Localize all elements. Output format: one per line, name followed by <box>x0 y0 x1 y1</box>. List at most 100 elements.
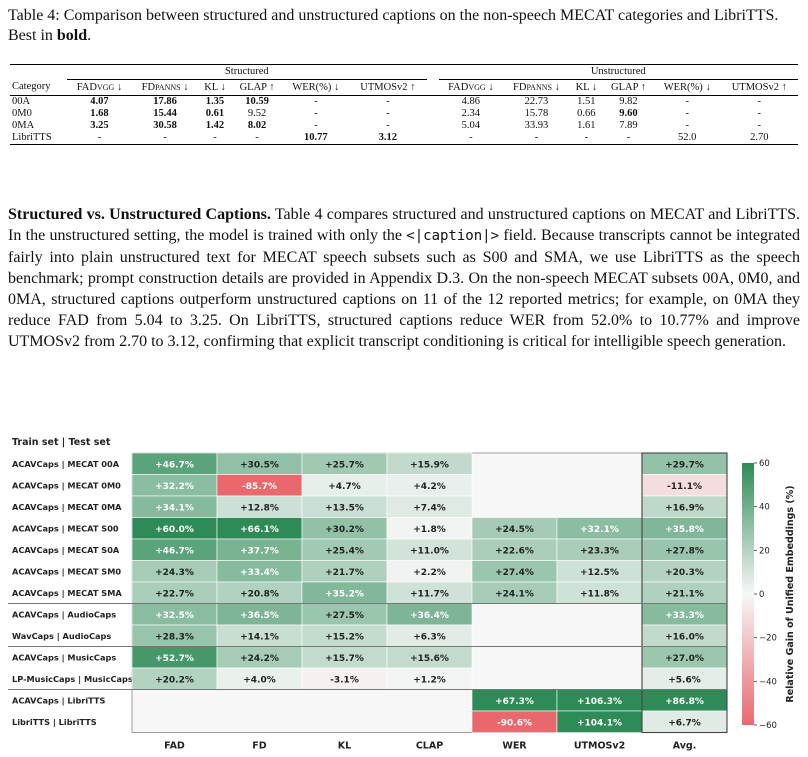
metric-name: GLAP <box>610 81 639 93</box>
structured-cell: 30.58 <box>153 120 177 131</box>
colorbar-tick-label: 40 <box>759 503 770 513</box>
row-label: LibriTTS | LibriTTS <box>12 717 97 727</box>
cell-value: +22.7% <box>155 589 194 599</box>
cell-value: +15.6% <box>410 654 449 664</box>
row-label: ACAVCaps | MECAT 0MA <box>12 502 122 512</box>
colorbar <box>742 463 754 725</box>
comparison-table: Structured Unstructured Category FADVGG … <box>10 64 798 145</box>
unstructured-cell: 1.51 <box>577 96 596 107</box>
cell-value: +30.2% <box>325 525 364 535</box>
unstructured-cell: 9.82 <box>619 96 638 107</box>
cell-value: +25.4% <box>325 546 364 556</box>
structured-cell: - <box>386 120 390 131</box>
table-header-row: Category FADVGG ↓ FDPANNS ↓ KL ↓ GLAP ↑ WER(… <box>10 79 798 96</box>
structured-cell: 17.86 <box>153 96 177 107</box>
row-label: WavCaps | AudioCaps <box>12 631 111 641</box>
cell-value: +22.6% <box>495 546 534 556</box>
metric-subscript: VGG <box>468 82 486 92</box>
unstructured-header-3: GLAP ↑ <box>603 79 654 96</box>
metric-direction-arrow: ↓ <box>589 81 598 93</box>
cell-value: +27.8% <box>665 546 704 556</box>
table-row: 0M0 1.68 15.44 0.61 9.52 - - 2.34 15.78 0.66 9.60 -… <box>10 108 798 120</box>
cell-value: +24.1% <box>495 589 534 599</box>
cell-value: +20.2% <box>155 675 194 685</box>
structured-cell: - <box>231 132 283 145</box>
metric-direction-arrow: ↑ <box>778 81 787 93</box>
column-label: CLAP <box>416 741 443 752</box>
cell-value: +52.7% <box>155 654 194 664</box>
paragraph-code-token: <|caption|> <box>406 228 499 244</box>
unstructured-cell: 1.61 <box>577 120 596 131</box>
table-caption: Table 4: Comparison between structured a… <box>8 6 800 46</box>
cell-value: +11.8% <box>580 589 619 599</box>
row-category: LibriTTS <box>10 132 68 145</box>
metric-direction-arrow: ↓ <box>114 81 123 93</box>
metric-direction-arrow: ↓ <box>331 81 340 93</box>
row-label: ACAVCaps | LibriTTS <box>12 695 106 705</box>
cell-gap <box>427 120 439 132</box>
unstructured-cell: - <box>603 132 654 145</box>
row-label: ACAVCaps | MECAT SMA <box>12 588 122 598</box>
cell-value: +23.3% <box>580 546 619 556</box>
unstructured-cell: 9.60 <box>619 108 638 119</box>
group-empty <box>10 64 68 80</box>
metric-name: UTMOSv2 <box>731 81 779 93</box>
unstructured-cell: 2.70 <box>720 132 798 145</box>
unstructured-header-5: UTMOSv2 ↑ <box>720 79 798 96</box>
metric-name: KL <box>575 81 590 93</box>
colorbar-tick-label: 60 <box>759 459 770 469</box>
cell-value: +27.5% <box>325 611 364 621</box>
unstructured-cell: - <box>757 108 762 119</box>
metric-subscript: PANNS <box>526 82 552 92</box>
unstructured-header-4: WER(%) ↓ <box>653 79 721 96</box>
cell-value: +33.3% <box>665 611 704 621</box>
cell-value: +5.6% <box>668 675 701 685</box>
table-body: 00A 4.07 17.86 1.35 10.59- -4.86 22.73 1.51 9.82… <box>10 96 798 145</box>
cell-value: +30.5% <box>240 460 279 470</box>
metric-direction-arrow: ↑ <box>266 81 275 93</box>
metric-direction-arrow: ↓ <box>551 81 560 93</box>
column-label: FAD <box>164 741 185 752</box>
row-labels: ACAVCaps | MECAT 00A ACAVCaps | MECAT 0M0… <box>12 459 133 727</box>
unstructured-header-0: FADVGG ↓ <box>438 79 504 96</box>
structured-cell: 10.77 <box>282 132 350 145</box>
row-label: ACAVCaps | MECAT S0A <box>12 545 120 555</box>
cell-value: +16.9% <box>665 503 704 513</box>
metric-name: WER(%) <box>663 81 703 93</box>
cell-value: +12.8% <box>240 503 279 513</box>
cell-value: +25.7% <box>325 460 364 470</box>
column-label: Avg. <box>673 741 697 752</box>
cell-value: +7.4% <box>413 503 446 513</box>
cell-value: +1.2% <box>413 675 446 685</box>
cell-value: +13.5% <box>325 503 364 513</box>
column-labels: FAD FD KL CLAP WER UTMOSv2 Avg. <box>164 741 696 752</box>
metric-direction-arrow: ↓ <box>702 81 711 93</box>
body-paragraph: Structured vs. Unstructured Captions. Ta… <box>8 204 800 352</box>
metric-direction-arrow: ↓ <box>217 81 226 93</box>
structured-header-4: WER(%) ↓ <box>282 79 350 96</box>
cell-value: +46.7% <box>155 460 194 470</box>
unstructured-header-2: KL ↓ <box>569 79 603 96</box>
colorbar-ticks: 60 40 20 0 −20 −40 −60 <box>754 459 777 731</box>
group-structured: Structured <box>67 64 427 80</box>
cell-value: +35.2% <box>325 589 364 599</box>
unstructured-cell: 4.86 <box>461 96 481 107</box>
cell-value: +24.5% <box>495 525 534 535</box>
unstructured-cell: 22.73 <box>524 96 549 107</box>
row-label: LP-MusicCaps | MusicCaps <box>12 674 133 684</box>
cell-value: +32.5% <box>155 611 194 621</box>
row-label: ACAVCaps | MECAT SM0 <box>12 566 121 576</box>
structured-cell: - <box>198 132 232 145</box>
row-label: ACAVCaps | AudioCaps <box>12 609 116 619</box>
group-unstructured: Unstructured <box>438 64 798 80</box>
cell-value: +33.4% <box>240 568 279 578</box>
structured-cell: 8.02 <box>247 120 267 131</box>
cell-value: +37.7% <box>240 546 279 556</box>
row-label: ACAVCaps | MECAT 0M0 <box>12 480 121 490</box>
group-gap <box>426 64 439 80</box>
metric-name: WER(%) <box>292 81 332 93</box>
cell-value: +60.0% <box>155 525 194 535</box>
cell-value: +27.4% <box>495 568 534 578</box>
metric-direction-arrow: ↑ <box>638 81 646 93</box>
column-label: UTMOSv2 <box>574 741 625 752</box>
